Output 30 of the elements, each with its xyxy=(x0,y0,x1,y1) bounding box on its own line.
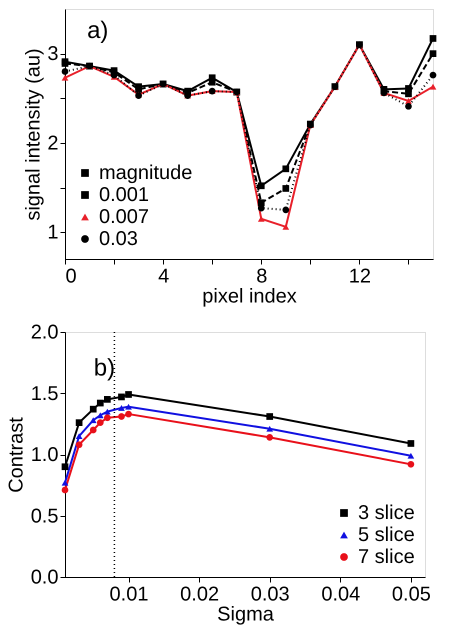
annotation: b) xyxy=(94,354,116,382)
y-axis-title: signal intensity (au) xyxy=(22,48,44,221)
x-tick-label: 4 xyxy=(158,266,170,288)
y-tick-label: 1.5 xyxy=(30,382,58,405)
y-tick-label: 2.0 xyxy=(30,322,58,344)
y-tick-label: 0.5 xyxy=(30,505,58,528)
y-tick-label: 0.0 xyxy=(30,566,58,588)
x-axis-title: pixel index xyxy=(202,286,297,308)
x-tick-label: 8 xyxy=(256,266,268,288)
y-tick-label: 1 xyxy=(47,222,58,244)
legend-label: 0.007 xyxy=(99,206,150,228)
x-tick-label: 0 xyxy=(66,266,77,288)
y-axis-title: Contrast xyxy=(6,416,28,493)
y-tick-label: 3 xyxy=(47,43,58,66)
legend-label: magnitude xyxy=(99,162,192,184)
x-axis-title: Sigma xyxy=(217,604,275,626)
annotation: a) xyxy=(87,17,108,44)
legend-label: 0.001 xyxy=(99,184,150,206)
x-tick-label: 0.01 xyxy=(110,584,148,606)
legend-label: 5 slice xyxy=(358,524,415,546)
x-tick-label: 0.03 xyxy=(250,584,290,606)
x-tick-label: 12 xyxy=(348,266,372,288)
legend-label: 3 slice xyxy=(358,502,415,524)
legend-label: 0.03 xyxy=(99,228,138,250)
legend-label: 7 slice xyxy=(358,546,415,568)
x-tick-label: 0.05 xyxy=(392,584,431,606)
x-tick-label: 0.04 xyxy=(321,584,360,606)
x-tick-label: 0.02 xyxy=(180,584,220,606)
y-tick-label: 2 xyxy=(47,132,58,154)
y-tick-label: 1.0 xyxy=(30,444,58,466)
